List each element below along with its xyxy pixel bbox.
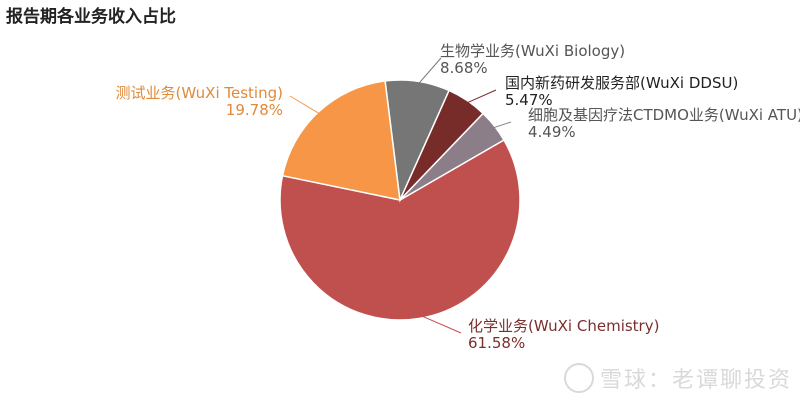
slice-label: 化学业务(WuXi Chemistry)	[468, 317, 659, 335]
pie-slice	[399, 112, 505, 201]
slice-label: 生物学业务(WuXi Biology)	[440, 42, 625, 60]
slice-percent-label: 4.49%	[528, 123, 576, 141]
slice-label: 测试业务(WuXi Testing)	[116, 84, 283, 102]
slice-label: 国内新药研发服务部(WuXi DDSU)	[505, 74, 738, 92]
leader-line	[491, 121, 512, 129]
watermark-text: 雪球：老谭聊投资	[599, 368, 792, 393]
slice-percent-label: 5.47%	[505, 91, 553, 109]
leader-line	[289, 95, 322, 116]
slice-percent-label: 8.68%	[440, 59, 488, 77]
pie-slice	[279, 138, 521, 321]
pie-slice	[281, 80, 401, 201]
snowball-logo-icon	[563, 363, 594, 393]
chart-title: 报告期各业务收入占比	[6, 7, 176, 27]
leader-line	[464, 89, 497, 105]
slice-percent-label: 61.58%	[468, 334, 525, 352]
slice-percent-label: 19.78%	[226, 101, 283, 119]
watermark: 雪球：老谭聊投资	[563, 362, 792, 394]
leader-line	[416, 57, 442, 86]
slice-label: 细胞及基因疗法CTDMO业务(WuXi ATU)	[528, 106, 800, 124]
leader-line	[418, 314, 462, 334]
